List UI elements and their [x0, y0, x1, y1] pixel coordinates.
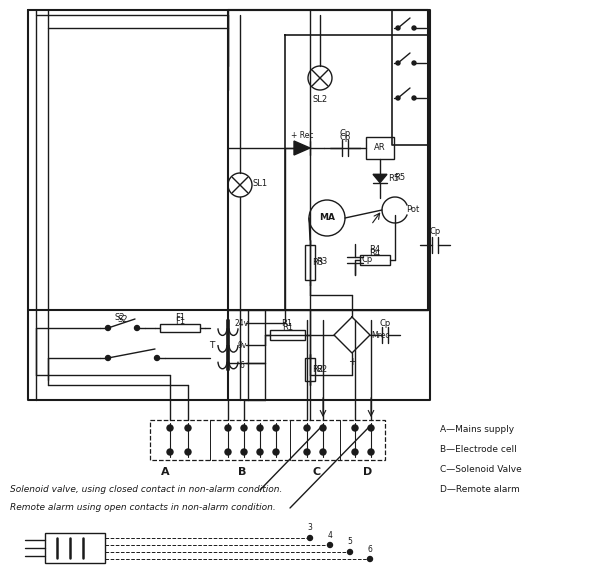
Bar: [160, 324, 200, 332]
Bar: [150, 420, 385, 460]
Text: 3: 3: [308, 523, 312, 533]
Bar: [305, 358, 315, 381]
Text: B—Electrode cell: B—Electrode cell: [440, 446, 517, 454]
Text: R3: R3: [316, 258, 328, 266]
Circle shape: [352, 449, 358, 455]
Text: SL2: SL2: [312, 96, 328, 105]
Text: 9v: 9v: [237, 340, 247, 349]
Circle shape: [368, 425, 374, 431]
Bar: [45, 533, 105, 563]
Text: SL1: SL1: [253, 179, 268, 187]
Text: R2: R2: [316, 366, 328, 374]
Bar: [366, 137, 394, 159]
Text: S2: S2: [117, 315, 128, 325]
Circle shape: [412, 61, 416, 65]
Text: Cp: Cp: [361, 256, 372, 265]
Circle shape: [327, 543, 333, 548]
Text: R1: R1: [282, 324, 293, 332]
Circle shape: [167, 449, 173, 455]
Text: 4: 4: [328, 530, 333, 540]
Circle shape: [304, 449, 310, 455]
Circle shape: [320, 425, 326, 431]
Text: C: C: [313, 467, 321, 477]
Text: S2: S2: [115, 314, 125, 322]
Circle shape: [257, 449, 263, 455]
Text: B: B: [238, 467, 246, 477]
Circle shape: [135, 325, 139, 331]
Circle shape: [257, 425, 263, 431]
Text: R4: R4: [370, 249, 381, 258]
Text: Cp: Cp: [339, 130, 350, 138]
Text: AR: AR: [374, 144, 386, 152]
Text: R2: R2: [312, 365, 324, 374]
Text: R3: R3: [312, 258, 324, 267]
Text: A—Mains supply: A—Mains supply: [440, 426, 514, 434]
Text: MA: MA: [319, 214, 335, 223]
Circle shape: [105, 356, 110, 360]
Text: Pot: Pot: [406, 206, 420, 214]
Text: R5: R5: [389, 174, 399, 183]
Circle shape: [225, 449, 231, 455]
Bar: [271, 330, 305, 340]
Text: Cp: Cp: [380, 318, 390, 328]
Text: Cp: Cp: [429, 228, 440, 237]
Circle shape: [105, 325, 110, 331]
Text: + Rec: + Rec: [291, 131, 313, 141]
Text: R4: R4: [370, 245, 381, 255]
Circle shape: [225, 425, 231, 431]
Circle shape: [396, 26, 400, 30]
Circle shape: [412, 26, 416, 30]
Circle shape: [154, 356, 160, 360]
Text: F1: F1: [175, 317, 185, 325]
Text: 5: 5: [347, 537, 352, 547]
Text: 24v: 24v: [235, 318, 249, 328]
Circle shape: [304, 425, 310, 431]
Text: 6: 6: [240, 360, 244, 370]
Text: A: A: [161, 467, 169, 477]
Circle shape: [241, 449, 247, 455]
Polygon shape: [294, 141, 310, 155]
Polygon shape: [373, 174, 387, 183]
Bar: [305, 245, 315, 280]
Circle shape: [347, 550, 352, 554]
Text: F1: F1: [175, 312, 185, 322]
Text: 6: 6: [368, 544, 372, 554]
Text: Mrec: Mrec: [371, 331, 389, 339]
Circle shape: [368, 449, 374, 455]
Circle shape: [320, 449, 326, 455]
Bar: [360, 255, 390, 265]
Text: R5: R5: [395, 173, 405, 182]
Circle shape: [396, 61, 400, 65]
Text: Cp: Cp: [339, 133, 350, 141]
Text: Solenoid valve, using closed contact in non-alarm condition.: Solenoid valve, using closed contact in …: [10, 485, 283, 495]
Text: C—Solenoid Valve: C—Solenoid Valve: [440, 465, 522, 474]
Circle shape: [308, 536, 312, 541]
Text: T: T: [209, 340, 215, 349]
Circle shape: [412, 96, 416, 100]
Circle shape: [273, 449, 279, 455]
Circle shape: [185, 449, 191, 455]
Circle shape: [185, 425, 191, 431]
Text: +: +: [348, 357, 356, 367]
Circle shape: [396, 96, 400, 100]
Circle shape: [352, 425, 358, 431]
Text: D—Remote alarm: D—Remote alarm: [440, 485, 520, 495]
Text: Remote alarm using open contacts in non-alarm condition.: Remote alarm using open contacts in non-…: [10, 503, 276, 513]
Circle shape: [167, 425, 173, 431]
Text: -: -: [350, 305, 354, 315]
Text: R1: R1: [281, 319, 293, 328]
Circle shape: [241, 425, 247, 431]
Circle shape: [368, 557, 372, 561]
Text: D: D: [364, 467, 372, 477]
Circle shape: [273, 425, 279, 431]
